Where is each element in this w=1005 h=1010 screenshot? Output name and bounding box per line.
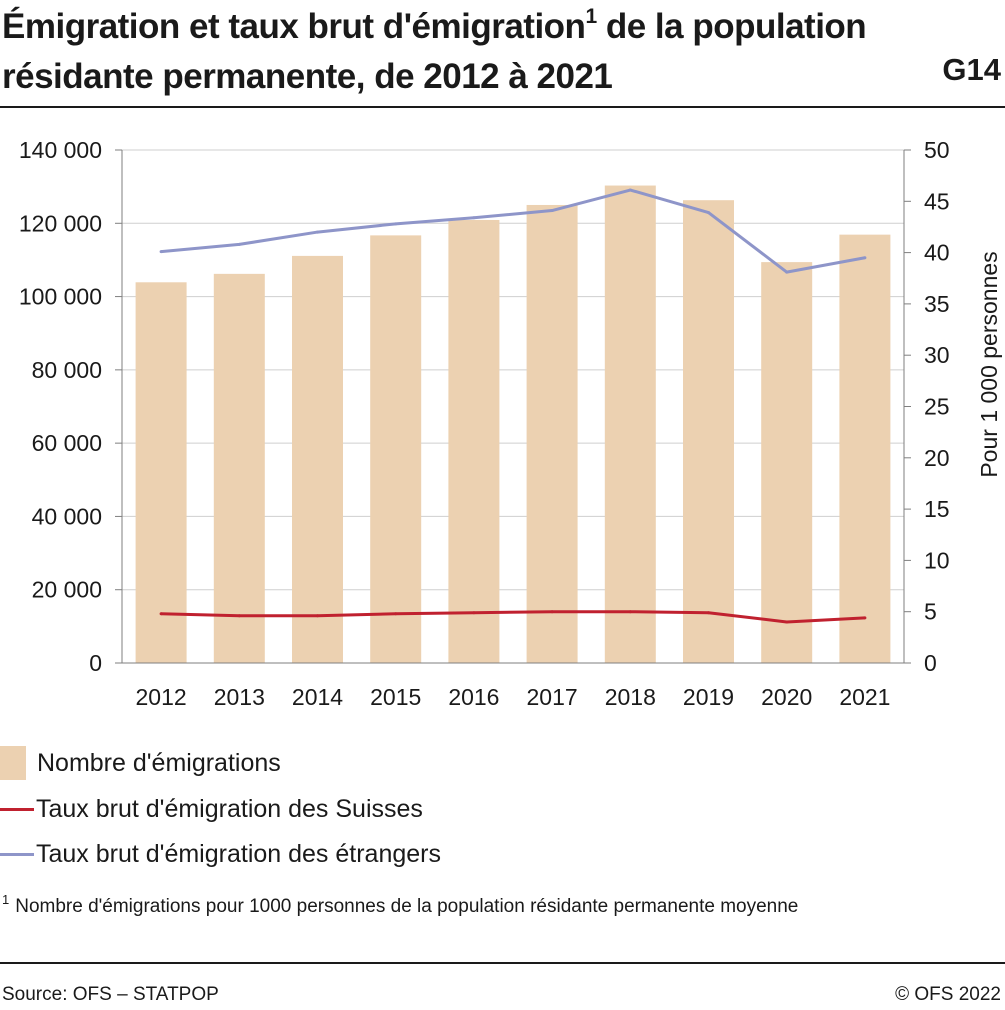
footnote-text: Nombre d'émigrations pour 1000 personnes… <box>15 896 799 917</box>
legend-swatch-bars <box>0 746 26 780</box>
series-point-taux-brut-d-emigration-des-etrangers <box>707 211 710 215</box>
x-tick-label: 2013 <box>214 684 265 710</box>
left-tick-label: 140 000 <box>19 137 102 163</box>
series-point-taux-brut-d-emigration-des-suisses <box>707 611 710 615</box>
legend-swatch-suisses <box>0 807 34 811</box>
bar-2018 <box>604 185 656 663</box>
series-point-taux-brut-d-emigration-des-suisses <box>863 616 867 620</box>
series-point-taux-brut-d-emigration-des-suisses <box>628 610 632 614</box>
right-tick-label: 10 <box>924 547 950 573</box>
graphic-code: G14 <box>942 52 1001 87</box>
footnote: 1 Nombre d'émigrations pour 1000 personne… <box>2 893 799 918</box>
right-tick-label: 20 <box>924 445 950 471</box>
source-note: Source: OFS – STATPOP <box>2 984 219 1005</box>
series-point-taux-brut-d-emigration-des-suisses <box>159 612 163 616</box>
bar-2012 <box>135 282 187 663</box>
x-tick-label: 2020 <box>761 684 812 710</box>
chart-area: 0 20 000 40 000 60 000 80 000 100 000 120 000 1… <box>19 137 1002 710</box>
series-point-taux-brut-d-emigration-des-suisses <box>316 614 319 618</box>
x-tick-label: 2018 <box>605 684 656 710</box>
chart-title: Émigration et taux brut d'émigration1 de… <box>2 2 902 102</box>
right-tick-label: 5 <box>924 599 937 625</box>
right-tick-label: 45 <box>924 188 950 214</box>
series-point-taux-brut-d-emigration-des-etrangers <box>159 250 163 254</box>
bar-2021 <box>839 234 891 663</box>
right-tick-label: 40 <box>924 240 950 266</box>
series-point-taux-brut-d-emigration-des-etrangers <box>237 242 241 246</box>
bar-2016 <box>448 219 500 663</box>
series-point-taux-brut-d-emigration-des-etrangers <box>394 222 398 226</box>
series-point-taux-brut-d-emigration-des-etrangers <box>316 230 319 234</box>
title-rest: de la population résidante permanente, d… <box>2 7 867 96</box>
left-tick-label: 60 000 <box>32 430 102 456</box>
footnote-marker: 1 <box>2 892 10 907</box>
legend-label-etrangers: Taux brut d'émigration des étrangers <box>36 839 441 868</box>
series-point-taux-brut-d-emigration-des-etrangers <box>628 188 632 192</box>
line-layer <box>159 188 867 624</box>
left-tick-label: 0 <box>89 650 102 676</box>
right-tick-label: 15 <box>924 496 950 522</box>
left-tick-label: 20 000 <box>32 577 102 603</box>
legend-item-bars: Nombre d'émigrations <box>0 745 281 781</box>
x-tick-label: 2015 <box>370 684 421 710</box>
legend-label-suisses: Taux brut d'émigration des Suisses <box>36 794 423 823</box>
legend-swatch-etrangers <box>0 852 34 856</box>
series-point-taux-brut-d-emigration-des-suisses <box>237 614 241 618</box>
bar-2020 <box>761 262 813 663</box>
series-point-taux-brut-d-emigration-des-etrangers <box>550 209 554 213</box>
series-point-taux-brut-d-emigration-des-etrangers <box>785 270 789 274</box>
series-point-taux-brut-d-emigration-des-etrangers <box>863 256 867 260</box>
bar-2014 <box>292 255 343 663</box>
title-footnote-marker: 1 <box>585 5 597 28</box>
right-axis-title: Pour 1 000 personnes <box>976 251 1002 477</box>
series-point-taux-brut-d-emigration-des-suisses <box>472 611 476 615</box>
series-point-taux-brut-d-emigration-des-suisses <box>785 620 789 624</box>
x-tick-label: 2017 <box>527 684 578 710</box>
bar-2019 <box>683 200 734 663</box>
bottom-rule <box>0 962 1005 964</box>
series-point-taux-brut-d-emigration-des-suisses <box>550 610 554 614</box>
x-tick-label: 2021 <box>839 684 890 710</box>
right-tick-label: 30 <box>924 342 950 368</box>
series-point-taux-brut-d-emigration-des-etrangers <box>472 216 476 220</box>
bar-2017 <box>526 204 578 663</box>
series-line-taux-brut-d-emigration-des-etrangers <box>160 188 866 274</box>
legend-item-suisses: Taux brut d'émigration des Suisses <box>0 791 423 827</box>
legend-item-etrangers: Taux brut d'émigration des étrangers <box>0 836 441 872</box>
x-tick-label: 2016 <box>448 684 499 710</box>
legend-label-bars: Nombre d'émigrations <box>37 748 281 777</box>
bar-2015 <box>370 235 422 663</box>
series-line-taux-brut-d-emigration-des-suisses <box>161 610 865 624</box>
copyright-note: © OFS 2022 <box>895 984 1001 1005</box>
bar-layer <box>135 185 891 663</box>
left-tick-label: 120 000 <box>19 210 102 236</box>
right-tick-label: 25 <box>924 394 950 420</box>
x-tick-label: 2012 <box>136 684 187 710</box>
axis-layer: 0 20 000 40 000 60 000 80 000 100 000 120 000 1… <box>19 137 1002 710</box>
x-tick-label: 2014 <box>292 684 343 710</box>
right-tick-label: 0 <box>924 650 937 676</box>
title-main: Émigration et taux brut d'émigration <box>2 7 586 46</box>
right-tick-label: 50 <box>924 137 950 163</box>
left-tick-label: 80 000 <box>32 357 102 383</box>
left-tick-label: 40 000 <box>32 503 102 529</box>
series-point-taux-brut-d-emigration-des-suisses <box>394 612 398 616</box>
left-tick-label: 100 000 <box>19 284 102 310</box>
right-tick-label: 35 <box>924 291 950 317</box>
bar-2013 <box>213 273 265 663</box>
top-rule <box>0 106 1005 108</box>
x-tick-label: 2019 <box>683 684 734 710</box>
